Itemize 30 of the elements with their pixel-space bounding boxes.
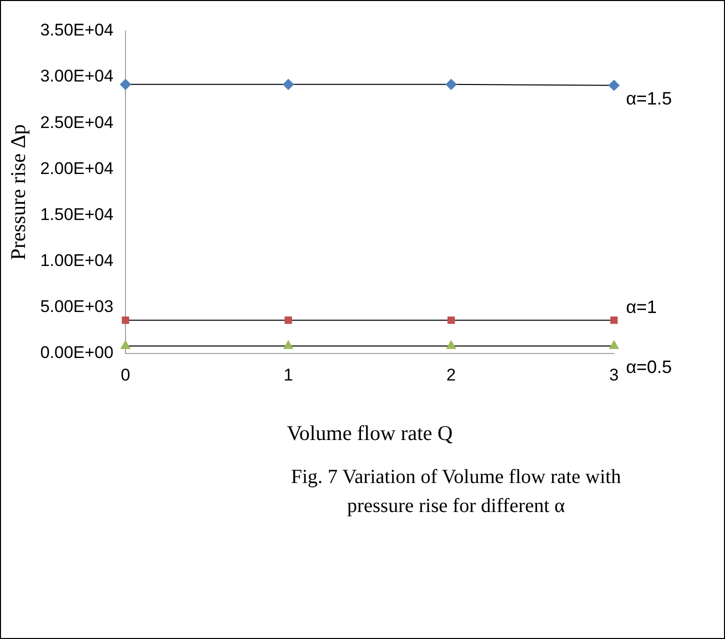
point xyxy=(446,78,457,90)
y-tick-label: 0.00E+00 xyxy=(40,343,114,362)
point xyxy=(122,316,130,324)
point xyxy=(282,78,294,90)
y-tick-label: 3.00E+04 xyxy=(40,66,114,86)
point xyxy=(120,340,130,350)
x-tick-label: 0 xyxy=(120,365,130,384)
y-axis-title: Pressure rise Δp xyxy=(6,124,30,260)
point xyxy=(610,316,618,324)
y-tick-label: 2.50E+04 xyxy=(40,112,114,132)
y-tick-label: 2.00E+04 xyxy=(40,158,114,178)
y-tick-label: 5.00E+03 xyxy=(40,297,114,316)
y-tick-label: 3.50E+04 xyxy=(40,20,114,40)
point xyxy=(609,340,619,350)
x-tick-label: 2 xyxy=(446,365,456,384)
series-label: α=1.5 xyxy=(626,88,672,108)
series-label: α=0.5 xyxy=(626,357,672,377)
x-tick-label: 3 xyxy=(609,365,619,384)
point xyxy=(284,316,292,324)
y-tick-label: 1.00E+04 xyxy=(40,250,114,270)
x-tick-label: 1 xyxy=(284,365,294,384)
point xyxy=(120,78,131,90)
point xyxy=(608,80,620,91)
series-label: α=1 xyxy=(626,297,657,318)
x-axis-title: Volume flow rate Q xyxy=(286,420,453,445)
point xyxy=(283,340,294,350)
point xyxy=(446,340,456,350)
caption: Fig. 7 Variation of Volume flow rate with pressure rise for different α xyxy=(290,465,622,519)
point xyxy=(447,316,455,324)
y-tick-label: 1.50E+04 xyxy=(40,204,114,224)
